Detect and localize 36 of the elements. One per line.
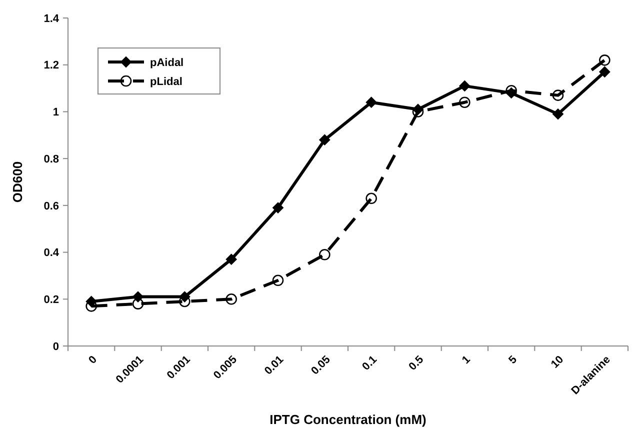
x-tick-label: 5: [506, 354, 520, 366]
x-axis-title: IPTG Concentration (mM): [270, 412, 426, 427]
point: [412, 106, 424, 118]
point: [366, 96, 377, 108]
point: [366, 192, 377, 204]
y-tick-label: 0.2: [44, 294, 59, 306]
y-axis-title: OD600: [10, 161, 25, 203]
point: [599, 66, 610, 78]
y-tick-label: 0: [52, 340, 59, 353]
point: [319, 134, 330, 146]
point: [272, 274, 284, 286]
point: [226, 293, 237, 305]
x-tick-label: 0.01: [262, 354, 286, 378]
y-tick-label: 1.2: [44, 60, 59, 72]
y-tick-label: 1: [52, 106, 59, 119]
y-tick-label: 0.6: [44, 200, 59, 212]
point: [552, 108, 564, 120]
point: [319, 248, 330, 260]
point: [599, 54, 610, 66]
x-tick-label: 0.1: [360, 354, 380, 373]
point: [226, 254, 237, 265]
y-tick-label: 0.4: [44, 247, 60, 260]
legend-label: pLidal: [150, 76, 182, 88]
x-tick-label: 0: [86, 354, 100, 366]
point: [459, 96, 470, 108]
y-tick-label: 1.4: [44, 12, 60, 25]
point: [272, 202, 284, 214]
point: [506, 84, 517, 96]
point: [459, 80, 470, 92]
x-tick-label: 1: [460, 354, 473, 366]
legend-label: pAidal: [150, 56, 184, 69]
point: [552, 90, 564, 101]
point: [132, 298, 144, 310]
y-tick-label: 0.8: [44, 153, 59, 166]
x-tick-label: 0.5: [406, 354, 426, 373]
x-tick-label: 10: [548, 354, 566, 371]
